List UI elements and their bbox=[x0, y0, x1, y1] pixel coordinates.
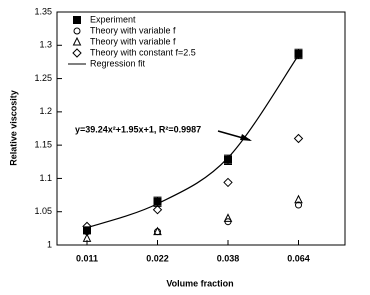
x-tick-label: 0.022 bbox=[146, 253, 169, 263]
legend-label: Theory with constant f=2.5 bbox=[90, 47, 196, 57]
legend-marker bbox=[73, 16, 81, 24]
y-tick-label: 1 bbox=[47, 239, 52, 249]
x-tick-label: 0.038 bbox=[217, 253, 240, 263]
data-point bbox=[294, 49, 303, 58]
data-point bbox=[153, 226, 162, 236]
legend-marker bbox=[72, 48, 82, 58]
legend-label: Experiment bbox=[90, 14, 136, 24]
legend-marker bbox=[72, 36, 82, 46]
x-tick-label: 0.064 bbox=[287, 253, 310, 263]
legend-label: Theory with variable f bbox=[90, 36, 176, 46]
data-point bbox=[293, 133, 304, 144]
x-tick-label: 0.011 bbox=[76, 253, 98, 263]
y-tick-label: 1.2 bbox=[39, 106, 52, 116]
x-axis-label: Volume fraction bbox=[166, 278, 233, 288]
legend bbox=[64, 14, 216, 86]
data-point bbox=[294, 194, 303, 204]
legend-label: Regression fit bbox=[90, 58, 146, 68]
y-tick-label: 1.3 bbox=[39, 40, 52, 50]
data-point bbox=[223, 177, 233, 188]
legend-label: Theory with variable f bbox=[90, 25, 176, 35]
y-tick-label: 1.25 bbox=[34, 73, 52, 83]
data-point bbox=[224, 155, 232, 164]
data-point bbox=[295, 201, 302, 209]
data-point bbox=[82, 221, 92, 232]
y-tick-label: 1.15 bbox=[34, 140, 52, 150]
regression-line bbox=[86, 54, 299, 229]
data-point bbox=[152, 205, 163, 215]
data-point bbox=[223, 213, 233, 222]
plot-frame bbox=[56, 11, 346, 246]
legend-marker bbox=[73, 27, 81, 35]
annotation: y=39.24x²+1.95x+1, R²=0.9987 bbox=[75, 124, 201, 134]
y-tick-label: 1.05 bbox=[34, 206, 52, 216]
data-point bbox=[82, 233, 92, 242]
y-tick-label: 1.35 bbox=[34, 6, 52, 16]
y-tick-label: 1.1 bbox=[39, 173, 52, 183]
y-axis-label: Relative viscosity bbox=[8, 90, 18, 166]
